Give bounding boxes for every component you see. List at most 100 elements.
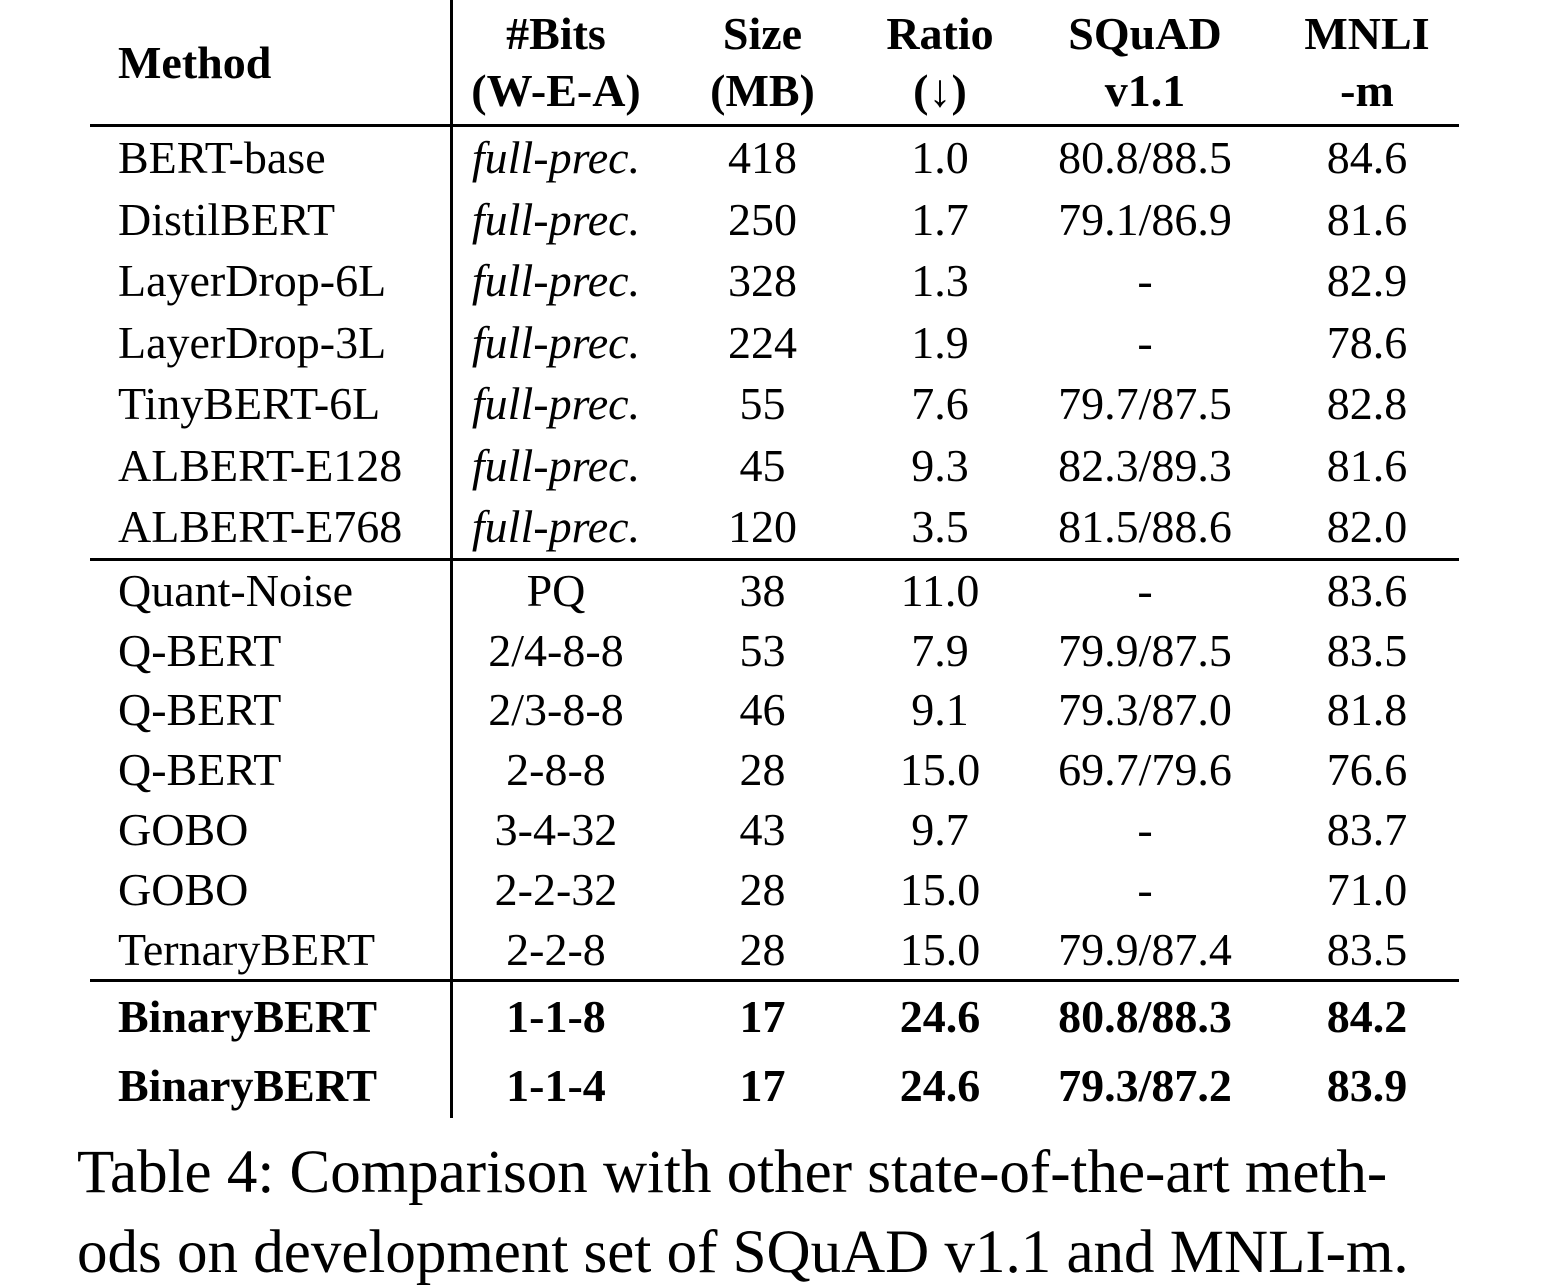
cell-squad: 79.9/87.5 (1058, 624, 1232, 676)
table-row: Q-BERT 2/3-8-8 46 9.1 79.3/87.0 81.8 (90, 680, 1459, 740)
table-row: Quant-Noise PQ 38 11.0 - 83.6 (90, 561, 1459, 621)
cell-mnli: 71.0 (1326, 863, 1408, 915)
table-row: ALBERT-E128 full-prec. 45 9.3 82.3/89.3 81.6 (90, 435, 1459, 497)
table-row: BinaryBERT 1-1-4 17 24.6 79.3/87.2 83.9 (90, 1051, 1459, 1120)
cell-ratio: 1.9 (911, 316, 969, 368)
cell-method: DistilBERT (118, 193, 336, 245)
table-row: GOBO 2-2-32 28 15.0 - 71.0 (90, 859, 1459, 919)
cell-bits: 1-1-8 (506, 991, 606, 1043)
column-header-mnli: MNLI -m (1275, 0, 1459, 124)
cell-size: 418 (728, 132, 797, 184)
table-row: TernaryBERT 2-2-8 28 15.0 79.9/87.4 83.5 (90, 919, 1459, 979)
cell-ratio: 15.0 (899, 744, 981, 796)
cell-squad: - (1137, 564, 1153, 616)
cell-bits: full-prec. (471, 378, 641, 430)
table-row: TinyBERT-6L full-prec. 55 7.6 79.7/87.5 82.8 (90, 373, 1459, 435)
cell-bits: 2/3-8-8 (488, 684, 624, 736)
column-header-label: Ratio (886, 8, 994, 59)
cell-ratio: 9.7 (911, 804, 969, 856)
cell-squad: 79.3/87.0 (1058, 684, 1232, 736)
cell-ratio: 15.0 (899, 923, 981, 975)
cell-method: Quant-Noise (118, 564, 354, 616)
table-group-2: Quant-Noise PQ 38 11.0 - 83.6 Q-BERT 2/4-8-8 53 7… (90, 561, 1459, 983)
cell-method: LayerDrop-6L (118, 255, 387, 307)
cell-squad: 81.5/88.6 (1058, 501, 1232, 553)
cell-bits: PQ (526, 564, 586, 616)
cell-ratio: 15.0 (899, 863, 981, 915)
cell-method: LayerDrop-3L (118, 316, 387, 368)
column-header-bits: #Bits (W-E-A) (452, 0, 660, 124)
column-header-sublabel: (W-E-A) (471, 65, 641, 116)
cell-ratio: 3.5 (911, 501, 969, 553)
cell-size: 43 (739, 804, 786, 856)
cell-method: TernaryBERT (118, 923, 376, 975)
cell-mnli: 78.6 (1326, 316, 1408, 368)
cell-size: 120 (728, 501, 797, 553)
table-row: Q-BERT 2/4-8-8 53 7.9 79.9/87.5 83.5 (90, 620, 1459, 680)
cell-mnli: 83.7 (1326, 804, 1408, 856)
table-body: BERT-base full-prec. 418 1.0 80.8/88.5 84.6 Di… (90, 127, 1459, 1120)
cell-size: 38 (739, 564, 786, 616)
cell-ratio: 1.7 (911, 193, 969, 245)
cell-bits: full-prec. (471, 316, 641, 368)
cell-squad: 79.3/87.2 (1058, 1060, 1232, 1112)
column-header-label: SQuAD (1068, 8, 1222, 59)
cell-method: BERT-base (118, 132, 326, 184)
column-header-size: Size (MB) (660, 0, 865, 124)
table-group-1: BERT-base full-prec. 418 1.0 80.8/88.5 84.6 Di… (90, 127, 1459, 561)
cell-method: BinaryBERT (118, 1060, 378, 1112)
cell-ratio: 9.1 (911, 684, 969, 736)
cell-size: 46 (739, 684, 786, 736)
table-row: ALBERT-E768 full-prec. 120 3.5 81.5/88.6 82.0 (90, 496, 1459, 558)
cell-method: ALBERT-E128 (118, 439, 403, 491)
cell-squad: - (1137, 804, 1153, 856)
cell-method: Q-BERT (118, 744, 282, 796)
cell-mnli: 83.6 (1326, 564, 1408, 616)
cell-bits: 2-8-8 (506, 744, 606, 796)
cell-mnli: 81.6 (1326, 439, 1408, 491)
column-header-method: Method (90, 0, 452, 124)
cell-size: 17 (739, 991, 786, 1043)
column-header-label: Size (722, 8, 803, 59)
cell-bits: 3-4-32 (494, 804, 618, 856)
column-header-squad: SQuAD v1.1 (1015, 0, 1275, 124)
cell-mnli: 81.8 (1326, 684, 1408, 736)
table-row: LayerDrop-3L full-prec. 224 1.9 - 78.6 (90, 312, 1459, 374)
caption-line-1: Table 4: Comparison with other state-of-… (77, 1139, 1388, 1206)
column-header-label: #Bits (506, 8, 606, 59)
table-row: LayerDrop-6L full-prec. 328 1.3 - 82.9 (90, 250, 1459, 312)
cell-bits: 2-2-8 (506, 923, 606, 975)
cell-ratio: 24.6 (899, 1060, 981, 1112)
down-arrow-icon: (↓) (913, 65, 967, 116)
column-divider-line (450, 0, 453, 1118)
column-header-sublabel: v1.1 (1104, 65, 1186, 116)
column-header-ratio: Ratio (↓) (865, 0, 1015, 124)
results-table: Method #Bits (W-E-A) Size (MB) Ratio (↓)… (90, 0, 1459, 1120)
cell-size: 250 (728, 193, 797, 245)
cell-squad: - (1137, 316, 1153, 368)
cell-bits: 2/4-8-8 (488, 624, 624, 676)
cell-bits: full-prec. (471, 132, 641, 184)
cell-squad: 79.1/86.9 (1058, 193, 1232, 245)
cell-ratio: 7.9 (911, 624, 969, 676)
cell-ratio: 24.6 (899, 991, 981, 1043)
cell-squad: 79.9/87.4 (1058, 923, 1232, 975)
cell-squad: 69.7/79.6 (1058, 744, 1232, 796)
cell-size: 28 (739, 923, 786, 975)
cell-mnli: 82.9 (1326, 255, 1408, 307)
table-row: DistilBERT full-prec. 250 1.7 79.1/86.9 81.6 (90, 189, 1459, 251)
table-row: BinaryBERT 1-1-8 17 24.6 80.8/88.3 84.2 (90, 982, 1459, 1051)
caption-line-2: ods on development set of SQuAD v1.1 and… (77, 1219, 1409, 1286)
cell-squad: - (1137, 255, 1153, 307)
cell-mnli: 82.8 (1326, 378, 1408, 430)
table-row: GOBO 3-4-32 43 9.7 - 83.7 (90, 800, 1459, 860)
table-group-3: BinaryBERT 1-1-8 17 24.6 80.8/88.3 84.2 Binary… (90, 982, 1459, 1120)
cell-bits: 2-2-32 (494, 863, 618, 915)
cell-mnli: 82.0 (1326, 501, 1408, 553)
cell-method: Q-BERT (118, 684, 282, 736)
cell-method: TinyBERT-6L (118, 378, 381, 430)
cell-bits: 1-1-4 (506, 1060, 606, 1112)
table-header-row: Method #Bits (W-E-A) Size (MB) Ratio (↓)… (90, 0, 1459, 127)
cell-method: ALBERT-E768 (118, 501, 403, 553)
